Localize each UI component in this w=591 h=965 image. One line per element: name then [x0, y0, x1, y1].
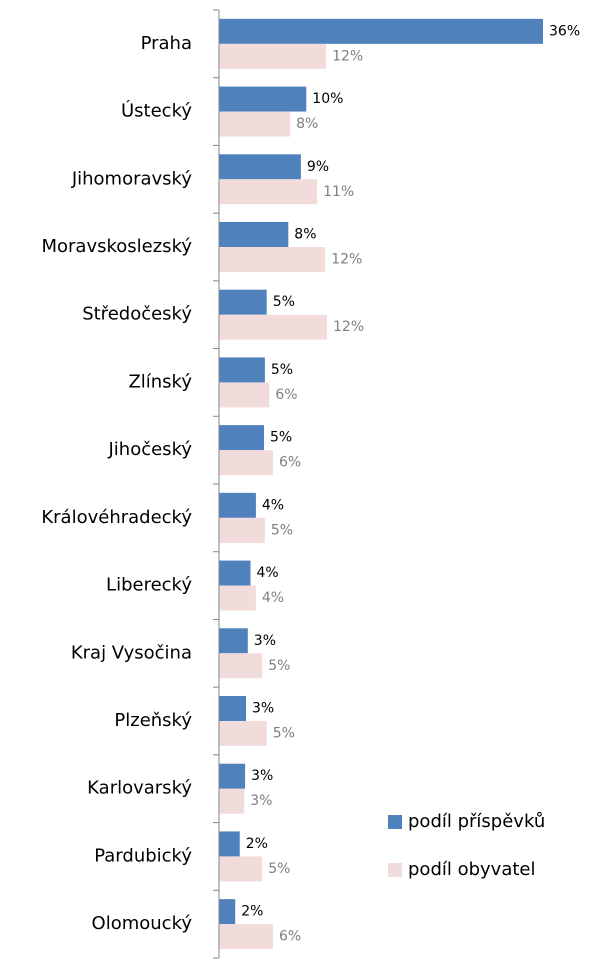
bar	[219, 856, 263, 882]
category-label: Jihočeský	[107, 439, 192, 460]
category-label: Plzeňský	[114, 710, 192, 731]
bar	[219, 628, 248, 654]
data-label: 12%	[332, 48, 363, 64]
bar	[219, 357, 265, 383]
category-label: Kraj Vysočina	[71, 642, 192, 663]
bar	[219, 831, 240, 857]
data-label: 12%	[333, 319, 364, 335]
data-label: 2%	[241, 904, 263, 920]
data-label: 11%	[323, 184, 354, 200]
bar	[219, 18, 543, 44]
data-label: 5%	[271, 362, 293, 378]
bar	[219, 86, 307, 112]
category-label: Pardubický	[94, 845, 192, 866]
data-label: 3%	[250, 793, 272, 809]
bar	[219, 788, 245, 814]
data-label: 4%	[257, 565, 279, 581]
data-label: 5%	[271, 522, 293, 538]
category-label: Olomoucký	[92, 913, 193, 934]
data-label: 5%	[268, 658, 290, 674]
category-label: Praha	[141, 33, 192, 54]
data-label: 10%	[312, 91, 343, 107]
bar	[219, 43, 327, 69]
data-label: 3%	[254, 633, 276, 649]
data-label: 6%	[275, 387, 297, 403]
bar	[219, 425, 264, 451]
data-label: 36%	[549, 23, 580, 39]
bar	[219, 450, 273, 476]
bar	[219, 247, 326, 272]
category-label: Středočeský	[82, 304, 192, 325]
data-label: 5%	[273, 726, 295, 742]
bar	[219, 382, 270, 408]
data-label: 5%	[268, 861, 290, 877]
legend-swatch	[388, 863, 402, 877]
bar	[219, 517, 265, 543]
legend-label: podíl obyvatel	[408, 859, 536, 880]
category-label: Moravskoslezský	[41, 236, 192, 257]
category-label: Karlovarský	[87, 778, 192, 799]
bar	[219, 924, 273, 950]
data-label: 12%	[331, 252, 362, 268]
legend-label: podíl příspěvků	[408, 811, 545, 832]
data-label: 4%	[262, 590, 284, 606]
category-label: Královéhradecký	[41, 507, 192, 528]
bar	[219, 289, 267, 315]
data-label: 9%	[307, 159, 329, 175]
category-label: Zlínský	[128, 371, 192, 392]
bar	[219, 111, 291, 137]
bar	[219, 154, 301, 180]
bar	[219, 492, 256, 518]
bar	[219, 899, 236, 925]
bar	[219, 653, 263, 679]
bar	[219, 763, 246, 789]
legend-swatch	[388, 815, 402, 829]
bar	[219, 696, 246, 721]
category-label: Ústecký	[121, 100, 192, 122]
data-label: 5%	[270, 430, 292, 446]
data-label: 3%	[251, 768, 273, 784]
data-label: 6%	[279, 455, 301, 471]
data-label: 6%	[279, 929, 301, 945]
data-label: 8%	[296, 116, 318, 132]
bar	[219, 179, 318, 205]
bar	[219, 721, 267, 746]
data-label: 5%	[273, 294, 295, 310]
bar	[219, 222, 289, 247]
data-label: 2%	[246, 836, 268, 852]
category-label: Jihomoravský	[71, 168, 193, 189]
data-label: 4%	[262, 497, 284, 513]
bar	[219, 560, 251, 586]
bar	[219, 585, 256, 611]
category-label: Liberecký	[106, 575, 192, 596]
data-label: 3%	[252, 701, 274, 717]
bar	[219, 314, 327, 340]
data-label: 8%	[294, 227, 316, 243]
